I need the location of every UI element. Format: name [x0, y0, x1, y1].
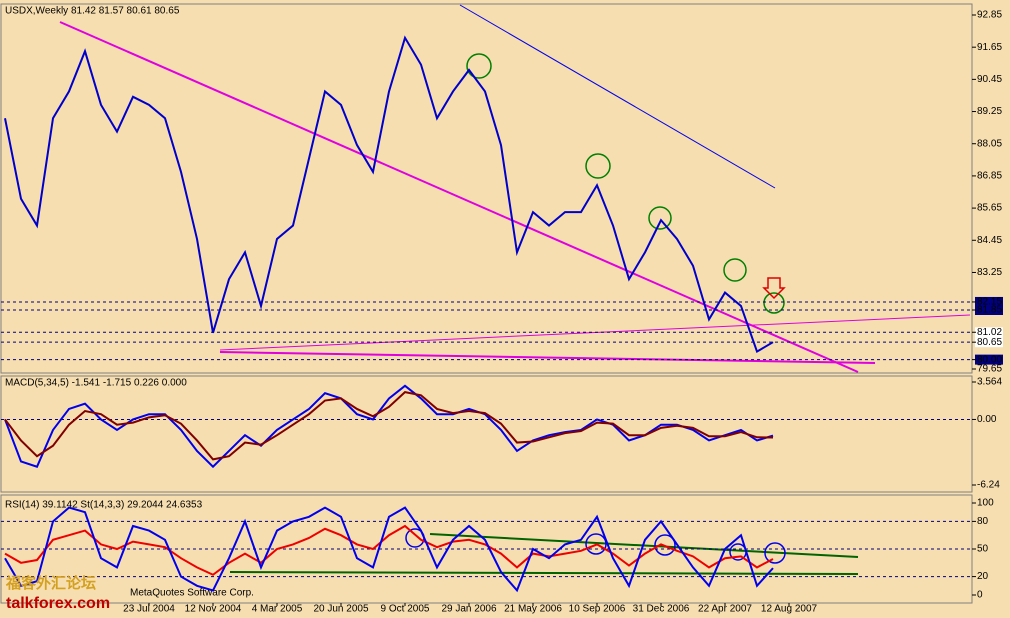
macd-title: MACD(5,34,5) -1.541 -1.715 0.226 0.000 [5, 378, 187, 389]
y-tick-label: 90.45 [977, 74, 1002, 85]
y-tick-label: 80 [977, 516, 989, 527]
y-tick-label: 20 [977, 571, 989, 582]
series-line [4, 391, 774, 461]
y-tick-label: 91.65 [977, 42, 1002, 53]
y-tick-label: 80.00 [977, 354, 1002, 365]
series-line [4, 524, 774, 576]
annotation-arrow [762, 277, 786, 300]
tick-label-box [975, 296, 1003, 307]
x-tick-label: 29 Jan 2006 [441, 604, 496, 615]
x-tick-label: 21 May 2006 [504, 604, 562, 615]
x-tick-label: 4 Mar 2005 [252, 604, 303, 615]
y-tick-label: 83.25 [977, 267, 1002, 278]
macd-panel [0, 375, 973, 493]
x-tick-label: 12 Nov 2004 [185, 604, 242, 615]
y-tick-label: 80.65 [977, 337, 1002, 348]
y-tick-label: 100 [977, 498, 994, 509]
tick-label-box [975, 354, 1003, 365]
annotation-circle [585, 153, 611, 179]
y-tick-label: 81.02 [977, 327, 1002, 338]
forum-watermark: 福客外汇论坛 [5, 574, 96, 592]
annotation-circle [585, 533, 607, 555]
x-tick-label: 31 Dec 2006 [633, 604, 690, 615]
rsi-title: RSI(14) 39.1142 St(14,3,3) 29.2044 24.63… [5, 500, 203, 511]
x-tick-label: 12 Aug 2007 [761, 604, 818, 615]
annotation-circle [763, 292, 785, 314]
site-watermark: talkforex.com [6, 595, 110, 612]
y-tick-label: 50 [977, 544, 989, 555]
y-tick-label: 84.45 [977, 235, 1002, 246]
annotation-circle [466, 53, 492, 79]
tick-label-box [975, 337, 1003, 348]
y-tick-label: 0 [977, 590, 983, 601]
x-tick-label: 23 Jul 2004 [123, 604, 175, 615]
annotation-circle [654, 534, 676, 556]
x-tick-label: 22 Apr 2007 [698, 604, 752, 615]
annotation-circle [648, 206, 672, 230]
y-tick-label: 79.65 [977, 364, 1002, 375]
price-title: USDX,Weekly 81.42 81.57 80.61 80.65 [5, 6, 180, 17]
annotation-circle [723, 258, 747, 282]
series-line [4, 506, 774, 593]
y-tick-label: -6.24 [977, 480, 1000, 491]
vendor-mark: MetaQuotes Software Corp. [130, 588, 254, 599]
tick-label-box [975, 327, 1003, 338]
y-tick-label: 86.85 [977, 171, 1002, 182]
tick-label-box [975, 305, 1003, 315]
x-tick-label: 10 Sep 2006 [569, 604, 626, 615]
x-tick-label: 9 Oct 2005 [381, 604, 430, 615]
x-tick-label: 20 Jun 2005 [313, 604, 368, 615]
y-tick-label: 89.25 [977, 106, 1002, 117]
y-tick-label: 92.85 [977, 10, 1002, 21]
y-tick-label: 88.05 [977, 138, 1002, 149]
y-tick-label: 81.85 [977, 305, 1002, 316]
annotation-circle [764, 542, 786, 564]
y-tick-label: 85.65 [977, 203, 1002, 214]
trendline [219, 351, 876, 364]
price-panel [0, 3, 973, 374]
trendline [59, 21, 859, 373]
series-line [4, 35, 774, 354]
trendline [459, 4, 776, 189]
y-tick-label: 82.15 [977, 297, 1002, 308]
y-tick-label: 0.00 [977, 414, 997, 425]
y-tick-label: 3.564 [977, 377, 1002, 388]
